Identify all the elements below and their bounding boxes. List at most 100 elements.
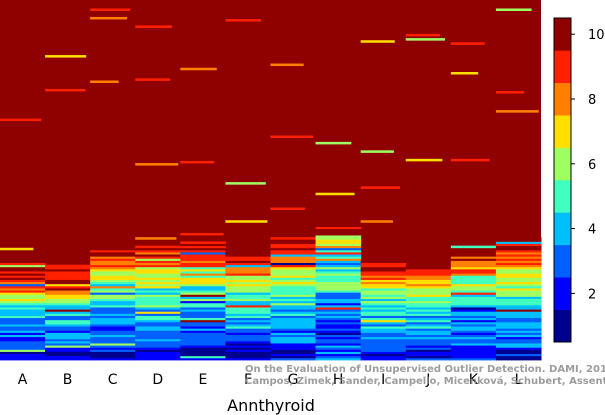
x-tick-label-F: F: [244, 372, 252, 388]
heatmap-cell: [180, 351, 226, 355]
heatmap-cell: [135, 247, 181, 251]
heatmap-cell: [135, 268, 181, 272]
heatmap-cell: [450, 330, 497, 333]
colorbar-segment: [554, 309, 571, 343]
heatmap-cell: [495, 254, 542, 257]
heatmap-cell: [45, 307, 91, 310]
heatmap-cell: [360, 347, 407, 350]
heatmap-cell: [405, 355, 452, 359]
heatmap-cell: [0, 343, 46, 346]
heatmap-cell: [225, 321, 271, 325]
heatmap-cell: [180, 326, 226, 329]
heatmap-cell: [405, 277, 452, 280]
heatmap-cell: [0, 285, 46, 289]
heatmap-cell: [315, 326, 362, 329]
heatmap-cell: [180, 260, 226, 263]
heatmap-cell: [45, 309, 91, 312]
heatmap-cell: [225, 334, 271, 338]
heatmap-cell: [450, 340, 497, 344]
heatmap-cell: [90, 300, 136, 304]
heatmap-cell: [360, 345, 407, 348]
heatmap-cell: [270, 311, 317, 314]
heatmap-cell: [495, 340, 542, 344]
heatmap-cell: [405, 38, 446, 41]
heatmap-cell: [90, 245, 136, 249]
heatmap-cell: [405, 273, 452, 276]
heatmap-cell: [135, 283, 181, 287]
heatmap-cell: [45, 88, 86, 92]
heatmap-cell: [0, 300, 46, 304]
heatmap-cell: [0, 330, 46, 333]
heatmap-cell: [45, 353, 91, 357]
heatmap-cell: [450, 252, 497, 255]
heatmap-cell: [0, 277, 46, 280]
heatmap-cell: [0, 321, 46, 325]
heatmap-cell: [360, 311, 407, 314]
heatmap-cell: [405, 309, 452, 312]
heatmap-cell: [315, 317, 362, 321]
heatmap-cell: [450, 300, 497, 304]
heatmap-cell: [135, 311, 181, 314]
heatmap-cell: [0, 288, 46, 291]
heatmap-cell: [495, 304, 542, 308]
heatmap-cell: [180, 160, 215, 164]
heatmap-cell: [495, 298, 542, 302]
colorbar-tick-label: 2: [588, 287, 596, 302]
heatmap-cell: [315, 264, 362, 268]
heatmap-cell: [0, 326, 46, 329]
heatmap-cell: [135, 292, 181, 295]
heatmap-cell: [45, 355, 91, 359]
heatmap-cell: [45, 334, 91, 338]
heatmap-cell: [90, 330, 136, 333]
heatmap-cell: [450, 347, 497, 350]
heatmap-cell: [315, 237, 362, 240]
heatmap-cell: [180, 317, 226, 321]
heatmap-cell: [225, 309, 271, 312]
heatmap-cell: [360, 326, 407, 329]
heatmap-cell: [135, 294, 181, 297]
heatmap-cell: [495, 262, 542, 266]
heatmap-cell: [180, 330, 226, 333]
heatmap-cell: [270, 304, 317, 308]
heatmap-cell: [225, 256, 271, 259]
heatmap-cell: [0, 351, 46, 355]
heatmap-cell: [360, 298, 407, 302]
heatmap-cell: [270, 260, 317, 263]
heatmap-cell: [180, 343, 226, 346]
heatmap-cell: [360, 277, 407, 280]
heatmap-cell: [405, 281, 452, 285]
heatmap-cell: [405, 315, 452, 319]
heatmap-cell: [225, 336, 271, 340]
heatmap-cell: [180, 347, 226, 350]
heatmap-cell: [135, 262, 181, 266]
heatmap-cell: [90, 336, 136, 340]
heatmap-cell: [270, 275, 317, 278]
heatmap-cell: [90, 357, 136, 361]
heatmap-cell: [180, 290, 226, 293]
heatmap-cell: [45, 321, 91, 325]
heatmap-cell: [405, 300, 452, 304]
heatmap-cell: [180, 296, 226, 299]
heatmap-cell: [360, 353, 407, 357]
heatmap-cell: [450, 309, 497, 312]
heatmap-cell: [405, 294, 452, 297]
heatmap-cell: [450, 349, 497, 352]
heatmap-cell: [270, 63, 304, 67]
heatmap-cell: [225, 271, 271, 274]
heatmap-cell: [495, 273, 542, 276]
credit-line-2: Campos, Zimek, Sander, Campello, Micenko…: [245, 375, 605, 387]
heatmap-cell: [315, 311, 362, 314]
heatmap-cell: [270, 321, 317, 325]
heatmap-cell: [180, 273, 226, 276]
heatmap-cell: [45, 288, 91, 291]
heatmap-cell: [225, 324, 271, 327]
heatmap-cell: [360, 283, 407, 287]
heatmap-cell: [0, 309, 46, 312]
heatmap-cell: [180, 279, 226, 283]
heatmap-cell: [450, 321, 497, 325]
heatmap-cell: [315, 285, 362, 289]
heatmap-cell: [495, 290, 542, 293]
heatmap-cell: [45, 275, 91, 278]
heatmap-cell: [90, 288, 136, 291]
heatmap-cell: [180, 302, 226, 306]
